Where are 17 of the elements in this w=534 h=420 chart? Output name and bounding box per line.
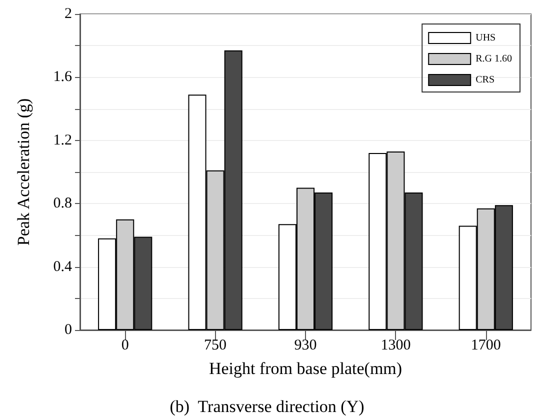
x-tick-label: 0 bbox=[121, 338, 129, 354]
x-axis-title: Height from base plate(mm) bbox=[208, 359, 402, 378]
x-tick-label: 930 bbox=[294, 338, 317, 354]
y-tick-label: 1.6 bbox=[53, 69, 72, 86]
y-tick-label: 0 bbox=[64, 322, 72, 338]
legend-label: CRS bbox=[476, 74, 495, 86]
legend-label: UHS bbox=[476, 32, 496, 44]
text: (b) Transverse direction (Y) bbox=[170, 397, 364, 416]
y-tick-label: 1.2 bbox=[53, 132, 72, 148]
x-tick-label: 1300 bbox=[380, 338, 411, 354]
x-tick-label: 750 bbox=[204, 338, 227, 354]
y-tick-label: 2 bbox=[64, 6, 72, 22]
x-tick-label: 1700 bbox=[470, 338, 501, 354]
legend-label: R.G 1.60 bbox=[476, 54, 512, 64]
y-tick-label: 0.4 bbox=[53, 258, 72, 275]
y-axis-title: Peak Acceleration (g) bbox=[14, 98, 33, 246]
y-tick-label: 0.8 bbox=[53, 196, 72, 212]
